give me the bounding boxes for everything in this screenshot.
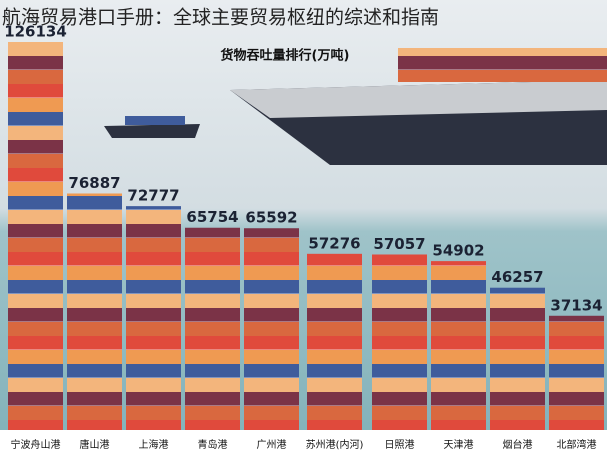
label-strip	[0, 430, 607, 463]
x-tick-label: 上海港	[139, 438, 169, 451]
bar	[244, 228, 299, 430]
data-label: 126134	[4, 23, 67, 41]
x-tick-label: 广州港	[257, 439, 287, 451]
bar	[490, 287, 545, 430]
data-label: 76887	[68, 174, 120, 192]
chart-title: 航海贸易港口手册：全球主要贸易枢纽的综述和指南	[2, 7, 439, 29]
data-label: 65592	[245, 209, 297, 227]
bar	[8, 42, 63, 430]
data-label: 72777	[127, 187, 179, 205]
data-label: 54902	[432, 242, 484, 260]
data-label: 65754	[186, 208, 238, 226]
bar	[307, 253, 362, 430]
bar	[185, 227, 240, 430]
x-tick-label: 青岛港	[198, 438, 228, 451]
ship-decoration	[104, 48, 607, 165]
chart-subtitle: 货物吞吐量排行(万吨)	[221, 48, 350, 64]
x-tick-label: 宁波舟山港	[11, 438, 61, 451]
x-tick-label: 日照港	[385, 439, 415, 451]
x-tick-label: 烟台港	[503, 438, 533, 451]
bar	[431, 261, 486, 430]
bar	[372, 254, 427, 430]
data-label: 37134	[550, 296, 602, 314]
bar	[549, 315, 604, 430]
data-label: 57276	[308, 234, 360, 252]
data-label: 46257	[491, 268, 543, 286]
x-tick-label: 天津港	[444, 439, 474, 451]
x-tick-label: 唐山港	[80, 438, 110, 451]
bar	[126, 206, 181, 430]
x-tick-label: 苏州港(内河)	[306, 438, 364, 451]
bar	[67, 193, 122, 430]
x-tick-label: 北部湾港	[557, 438, 597, 451]
data-label: 57057	[373, 235, 425, 253]
